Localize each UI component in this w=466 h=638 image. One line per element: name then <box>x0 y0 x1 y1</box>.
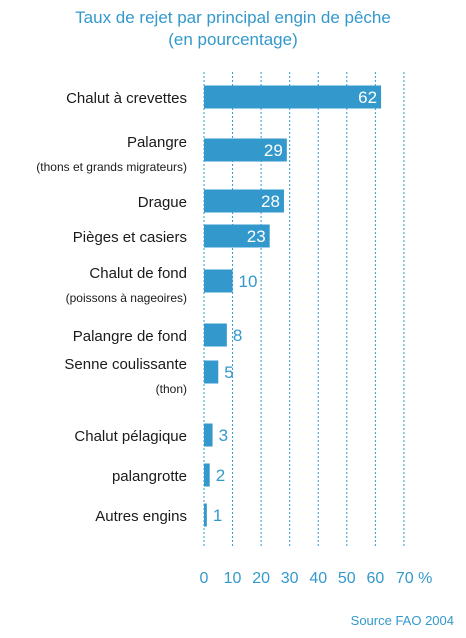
x-tick-label: 20 <box>252 570 270 587</box>
source-note: Source FAO 2004 <box>350 613 454 628</box>
bar-value-label: 5 <box>224 363 233 382</box>
bar <box>204 224 270 248</box>
bar <box>204 138 287 162</box>
bar-value-label: 3 <box>219 426 228 445</box>
x-tick-label: 50 <box>338 570 356 587</box>
category-sublabel: (thons et grands migrateurs) <box>36 160 187 174</box>
category-sublabel: (thon) <box>156 382 187 396</box>
bar <box>204 360 219 384</box>
bar <box>204 323 227 347</box>
bar-value-label: 10 <box>239 272 258 291</box>
category-label: palangrotte <box>112 468 187 485</box>
chart-subtitle: (en pourcentage) <box>168 30 298 49</box>
category-label: Chalut à crevettes <box>66 90 187 107</box>
x-tick-label: 0 <box>200 570 209 587</box>
category-sublabel: (poissons à nageoires) <box>66 291 187 305</box>
x-tick-label: 70 % <box>396 570 432 587</box>
x-tick-label: 30 <box>281 570 299 587</box>
bar-value-label: 62 <box>358 88 377 107</box>
bar <box>204 423 213 447</box>
chart-title: Taux de rejet par principal engin de pêc… <box>75 8 391 27</box>
bar-value-label: 28 <box>261 192 280 211</box>
x-tick-label: 40 <box>309 570 327 587</box>
category-label: Chalut pélagique <box>74 428 187 445</box>
bar-value-label: 2 <box>216 466 225 485</box>
category-label: Palangre <box>127 134 187 151</box>
category-label: Pièges et casiers <box>73 229 187 246</box>
bar <box>204 85 382 109</box>
bar-value-label: 8 <box>233 326 242 345</box>
x-tick-label: 60 <box>366 570 384 587</box>
category-label: Drague <box>138 194 187 211</box>
bar <box>204 269 233 293</box>
bar-value-label: 23 <box>247 227 266 246</box>
bar-value-label: 29 <box>264 141 283 160</box>
x-tick-label: 10 <box>224 570 242 587</box>
bar <box>204 189 284 213</box>
bar <box>204 503 207 527</box>
category-label: Autres engins <box>95 508 187 525</box>
category-label: Senne coulissante <box>64 356 187 373</box>
bar-chart: 62 Chalut à crevettes 29 Palangre (thons et … <box>36 72 432 587</box>
bar-value-label: 1 <box>213 506 222 525</box>
bar <box>204 463 210 487</box>
category-label: Chalut de fond <box>89 265 187 282</box>
category-label: Palangre de fond <box>73 328 187 345</box>
